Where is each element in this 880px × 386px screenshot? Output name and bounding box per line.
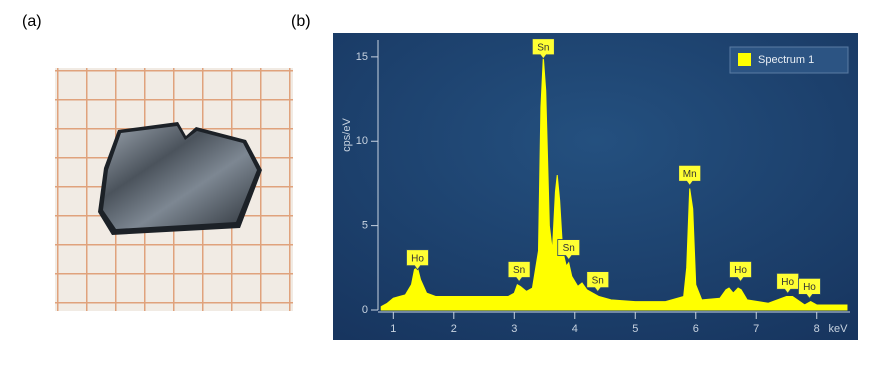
x-tick-label: 4 xyxy=(572,323,578,335)
annotation-tag xyxy=(507,261,531,283)
annotation-tag xyxy=(678,164,702,186)
annotation-text: Sn xyxy=(592,275,604,286)
y-tick-label: 10 xyxy=(356,135,368,147)
legend-label: Spectrum 1 xyxy=(758,54,814,66)
x-tick-label: 7 xyxy=(753,323,759,335)
y-tick-label: 5 xyxy=(362,220,368,232)
panel-label: (b) xyxy=(291,13,311,30)
annotation-text: Sn xyxy=(513,265,525,276)
x-tick-label: 8 xyxy=(814,323,820,335)
annotation-tag xyxy=(557,239,581,261)
y-axis-label: cps/eV xyxy=(341,118,353,152)
annotation-text: Ho xyxy=(803,282,816,293)
y-tick-label: 15 xyxy=(356,51,368,63)
annotation-text: Sn xyxy=(537,42,549,53)
annotation-tag xyxy=(776,272,800,294)
annotation-tag xyxy=(729,261,752,283)
annotation-tag xyxy=(798,277,821,300)
annotation-text: Ho xyxy=(734,265,747,276)
legend-swatch xyxy=(738,53,751,66)
annotation-tag xyxy=(406,249,429,271)
annotation-text: Mn xyxy=(683,169,697,180)
sample-photo xyxy=(55,68,293,311)
annotation-text: Sn xyxy=(563,243,575,254)
annotation-text: Ho xyxy=(781,277,794,288)
x-tick-label: 5 xyxy=(632,323,638,335)
x-tick-label: 3 xyxy=(511,323,517,335)
y-tick-label: 0 xyxy=(362,304,368,316)
annotation-tag xyxy=(531,38,555,60)
spectrum-area xyxy=(380,56,848,311)
annotation-tag xyxy=(586,271,610,293)
x-axis-label: keV xyxy=(829,323,849,335)
annotation-text: Ho xyxy=(411,253,424,264)
x-tick-label: 6 xyxy=(693,323,699,335)
x-tick-label: 2 xyxy=(451,323,457,335)
panel-label: (a) xyxy=(22,13,42,30)
x-tick-label: 1 xyxy=(390,323,396,335)
